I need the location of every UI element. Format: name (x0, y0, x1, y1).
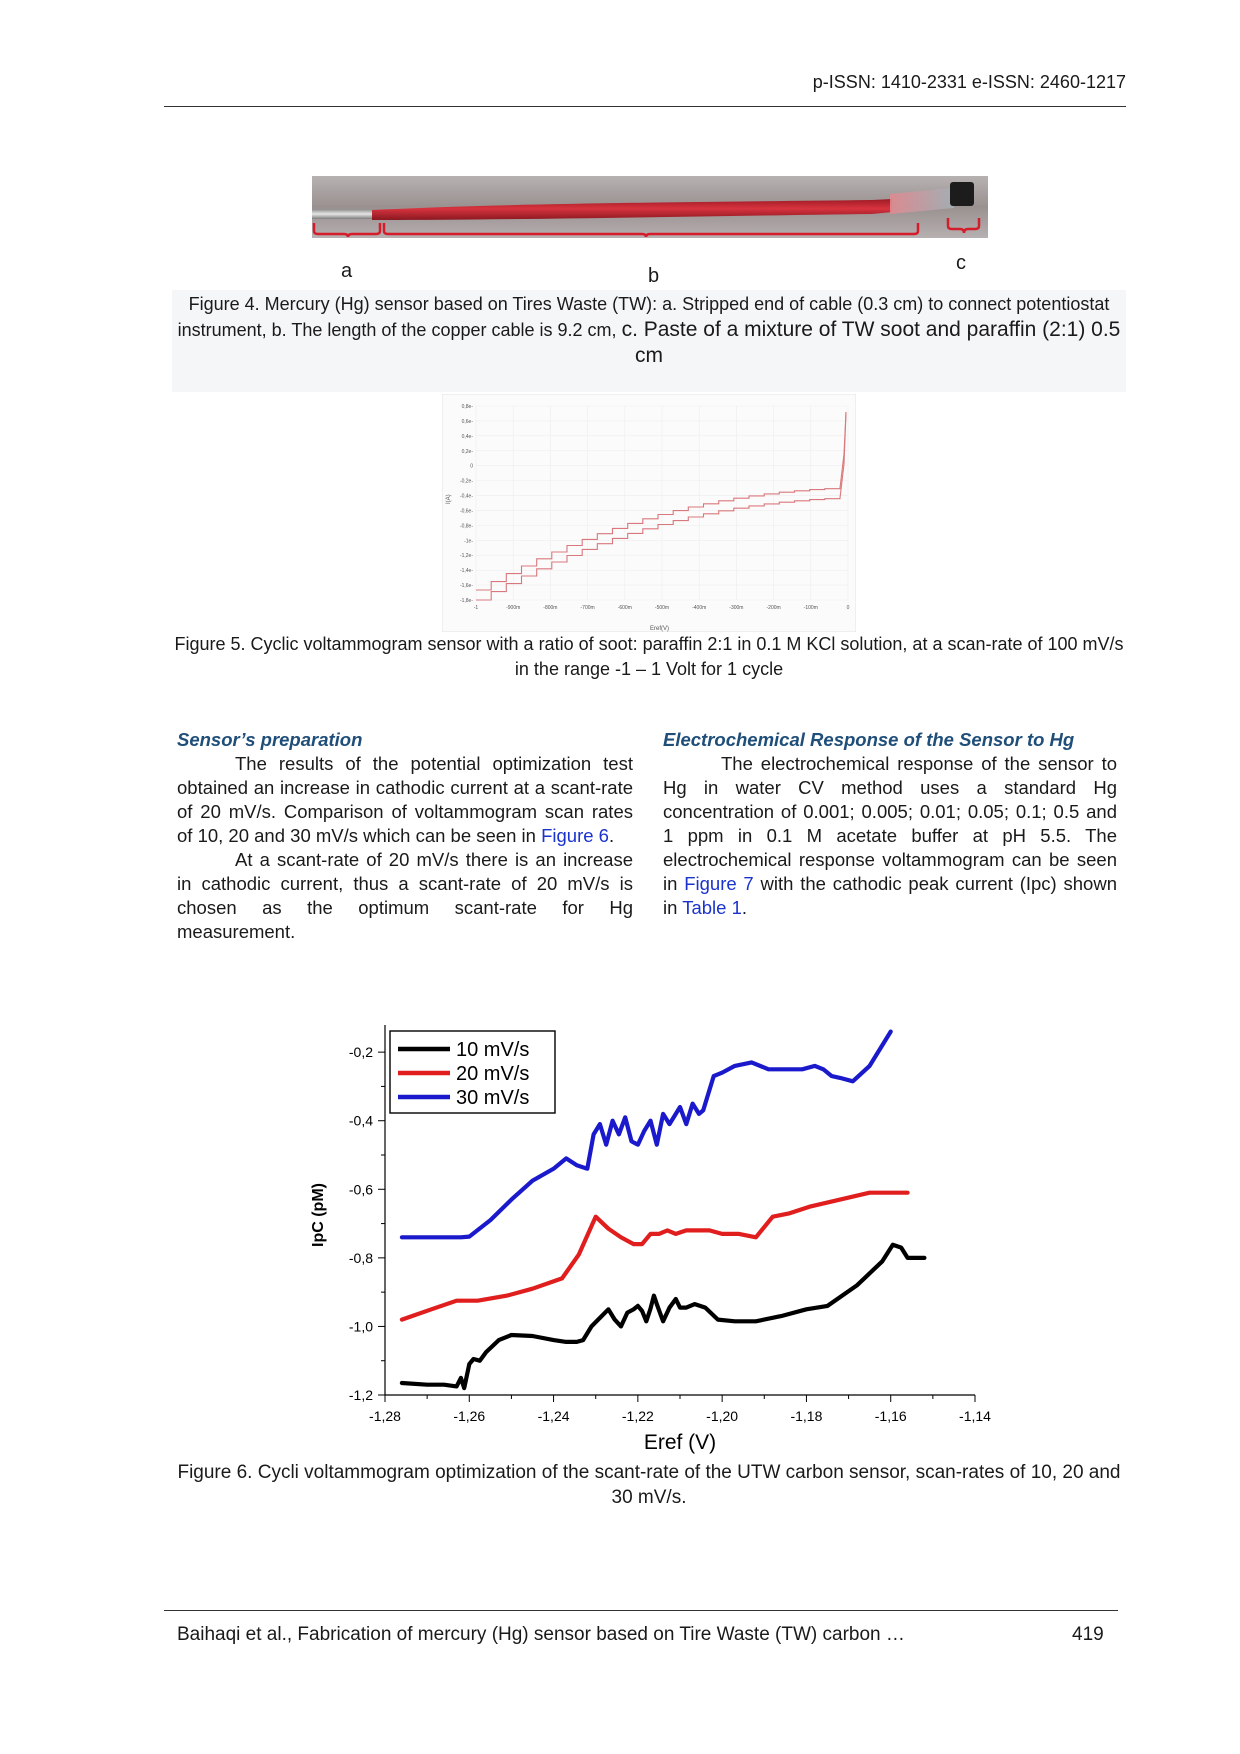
paragraph-end: . (741, 897, 748, 918)
figure6-link[interactable]: Figure 6 (541, 825, 609, 846)
bracket-b (382, 223, 920, 238)
figure5-y-tick-label: -1,4e- (460, 568, 473, 574)
figure5-frame (442, 394, 856, 632)
paragraph-end: . (608, 825, 615, 846)
glass-tube (890, 188, 954, 214)
figure6-legend: 10 mV/s20 mV/s30 mV/s (389, 1030, 556, 1114)
header-divider (164, 106, 1126, 107)
red-copper-cable (372, 199, 892, 220)
figure4-caption: Figure 4. Mercury (Hg) sensor based on T… (172, 292, 1126, 369)
figure4-label-b: b (648, 265, 660, 287)
legend-label: 20 mV/s (456, 1063, 529, 1085)
bracket-a (312, 223, 382, 238)
figure5-y-tick-label: -1,2e- (460, 553, 473, 559)
right-column: Electrochemical Response of the Sensor t… (663, 728, 1117, 920)
figure5-y-tick-label: 0 (470, 464, 473, 470)
x-tick-label: -1,26 (453, 1408, 485, 1424)
stripped-cable-end (312, 209, 378, 219)
figure5-x-tick-label: 0 (847, 605, 850, 611)
figure5-x-tick-label: -100m (804, 605, 818, 611)
figure4-label-c: c (956, 252, 966, 274)
figure5-x-tick-label: -800m (543, 605, 557, 611)
figure5-x-tick-label: -300m (729, 605, 743, 611)
x-tick-label: -1,14 (959, 1408, 991, 1424)
figure5-x-tick-label: -700m (581, 605, 595, 611)
figure5-y-tick-label: -1,6e- (460, 583, 473, 589)
figure6-caption: Figure 6. Cycli voltammogram optimizatio… (177, 1462, 1121, 1508)
footer-divider (164, 1610, 1118, 1611)
figure5-voltammogram: 0,8e- 0,6e- 0,4e- 0,2e- 0 -0,2e- -0,4e- -0,6e- -… (442, 394, 856, 632)
figure6-xlabel: Eref (V) (644, 1431, 716, 1454)
y-tick-label: -0,6 (349, 1181, 373, 1197)
x-tick-label: -1,16 (875, 1408, 907, 1424)
figure5-y-tick-label: 0,2e- (462, 449, 474, 455)
series-line-20-mv-s (399, 1190, 910, 1322)
figure5-y-tick-labels: 0,8e- 0,6e- 0,4e- 0,2e- 0 -0,2e- -0,4e- -0,6e- -… (460, 404, 473, 604)
figure4-caption-part1: Figure 4. Mercury (Hg) sensor based on T… (177, 294, 1110, 340)
paragraph: At a scant-rate of 20 mV/s there is an i… (177, 849, 633, 942)
bracket-c (946, 218, 981, 234)
y-tick-label: -0,4 (349, 1113, 373, 1129)
figure5-y-tick-label: -1e- (464, 538, 473, 544)
legend-label: 10 mV/s (456, 1039, 529, 1061)
figure5-y-tick-label: -0,2e- (460, 479, 473, 485)
figure5-caption: Figure 5. Cyclic voltammogram sensor wit… (174, 634, 1124, 679)
figure4-caption-background (172, 290, 1126, 392)
figure5-x-tick-label: -500m (655, 605, 669, 611)
paragraph-text: The electrochemical response of the sens… (663, 753, 1117, 894)
figure5-y-tick-label: -1,8e- (460, 598, 473, 604)
page-number: 419 (1072, 1624, 1104, 1645)
sensor-tip-paste (950, 182, 974, 206)
paragraph: The results of the potential optimizatio… (177, 752, 633, 848)
figure6-series (399, 1029, 927, 1391)
figure5-y-tick-label: 0,8e- (462, 404, 474, 410)
y-tick-label: -0,8 (349, 1250, 373, 1266)
figure4-label-a: a (341, 260, 353, 282)
figure5-reverse-scan (476, 411, 847, 601)
x-tick-label: -1,22 (622, 1408, 654, 1424)
paragraph: The electrochemical response of the sens… (663, 752, 1117, 920)
figure6-ylabel: IpC (pM) (310, 1183, 327, 1247)
paragraph-text: with the cathodic peak current (Ipc) sho… (663, 873, 1117, 918)
figure6-chart: -0,2 -0,4 -0,6 -0,8 -1,0 -1,2 -1,28 -1,26 -1,24 -… (310, 1025, 991, 1454)
figure5-x-tick-label: -900m (506, 605, 520, 611)
left-column: Sensor’s preparation The results of the … (177, 728, 633, 944)
series-line-10-mv-s (399, 1242, 927, 1391)
journal-issn: p-ISSN: 1410-2331 e-ISSN: 2460-1217 (812, 72, 1126, 92)
x-tick-label: -1,28 (369, 1408, 401, 1424)
paragraph-text: The results of the potential optimizatio… (177, 753, 633, 846)
section-heading-electrochemical-response: Electrochemical Response of the Sensor t… (663, 729, 1075, 750)
figure5-y-tick-label: 0,4e- (462, 434, 474, 440)
legend-label: 30 mV/s (456, 1087, 529, 1109)
figure5-y-tick-label: 0,6e- (462, 419, 474, 425)
x-tick-label: -1,18 (790, 1408, 822, 1424)
y-tick-label: -1,2 (349, 1387, 373, 1403)
figure5-x-tick-label: -400m (692, 605, 706, 611)
y-tick-label: -1,0 (349, 1318, 373, 1334)
figure6-axes: -0,2 -0,4 -0,6 -0,8 -1,0 -1,2 -1,28 -1,26 -1,24 -… (349, 1025, 991, 1424)
figure4-caption-part2: c. Paste of a mixture of TW soot and par… (621, 318, 1121, 367)
series-line-30-mv-s (399, 1029, 893, 1240)
figure5-x-tick-labels: -1 -900m -800m -700m -600m -500m -400m -300m -20… (474, 605, 850, 611)
x-tick-label: -1,24 (538, 1408, 570, 1424)
figure4-sensor-photo (312, 176, 988, 238)
figure5-xlabel: Eref(V) (650, 626, 669, 632)
x-tick-label: -1,20 (706, 1408, 738, 1424)
figure5-grid (475, 405, 849, 601)
figure5-y-tick-label: -0,4e- (460, 494, 473, 500)
figure5-y-tick-label: -0,8e- (460, 523, 473, 529)
table1-link[interactable]: Table 1 (682, 897, 742, 918)
figure7-link[interactable]: Figure 7 (684, 873, 754, 894)
figure5-x-tick-label: -1 (474, 605, 479, 611)
section-heading-sensor-preparation: Sensor’s preparation (177, 729, 363, 750)
figure5-x-tick-label: -600m (618, 605, 632, 611)
y-tick-label: -0,2 (349, 1044, 373, 1060)
figure5-forward-scan (476, 411, 847, 591)
running-title: Baihaqi et al., Fabrication of mercury (… (177, 1624, 905, 1645)
figure5-x-tick-label: -200m (767, 605, 781, 611)
figure5-ylabel: I(A) (446, 494, 452, 504)
figure5-y-tick-label: -0,6e- (460, 508, 473, 514)
